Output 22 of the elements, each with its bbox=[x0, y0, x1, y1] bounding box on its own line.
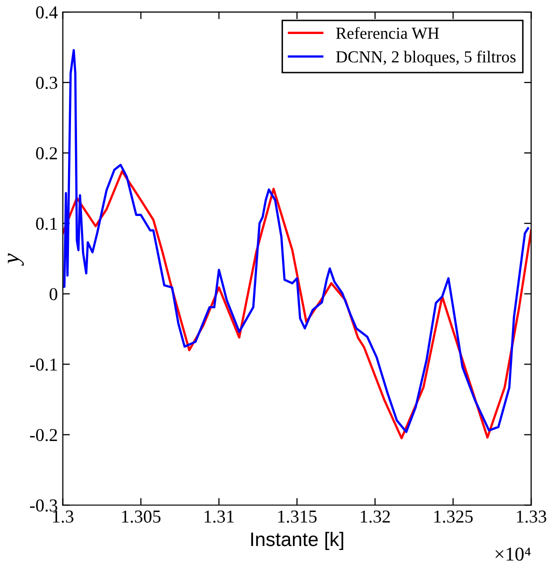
y-axis-title: y bbox=[8, 253, 24, 266]
x-tick-label: 1.315 bbox=[278, 510, 317, 523]
y-tick-label: -0.2 bbox=[30, 428, 57, 442]
legend-label: DCNN, 2 bloques, 5 filtros bbox=[336, 50, 516, 66]
y-tick-label: 0.1 bbox=[36, 218, 57, 230]
x-tick-label: 1.32 bbox=[360, 510, 390, 523]
y-tick-label: 0.4 bbox=[36, 6, 58, 19]
x-tick-label: 1.325 bbox=[434, 510, 473, 523]
y-tick-label: 0.2 bbox=[36, 147, 57, 160]
x-tick-label: 1.31 bbox=[204, 510, 234, 523]
y-tick-label: -0.1 bbox=[30, 358, 57, 371]
x-tick-label: 1.305 bbox=[122, 510, 160, 523]
y-tick-label: 0.3 bbox=[36, 76, 58, 90]
x-tick-label: 1.3 bbox=[53, 510, 74, 523]
text: ×10⁴ bbox=[496, 548, 531, 561]
x-tick-label: 1.33 bbox=[516, 510, 546, 523]
y-tick-label: -0.3 bbox=[30, 499, 58, 512]
legend-label: Referencia WH bbox=[336, 26, 439, 39]
x-axis-title: Instante [k] bbox=[251, 532, 344, 550]
y-tick-label: 0 bbox=[50, 288, 58, 300]
line-series bbox=[62, 170, 532, 440]
line-series bbox=[62, 48, 530, 433]
